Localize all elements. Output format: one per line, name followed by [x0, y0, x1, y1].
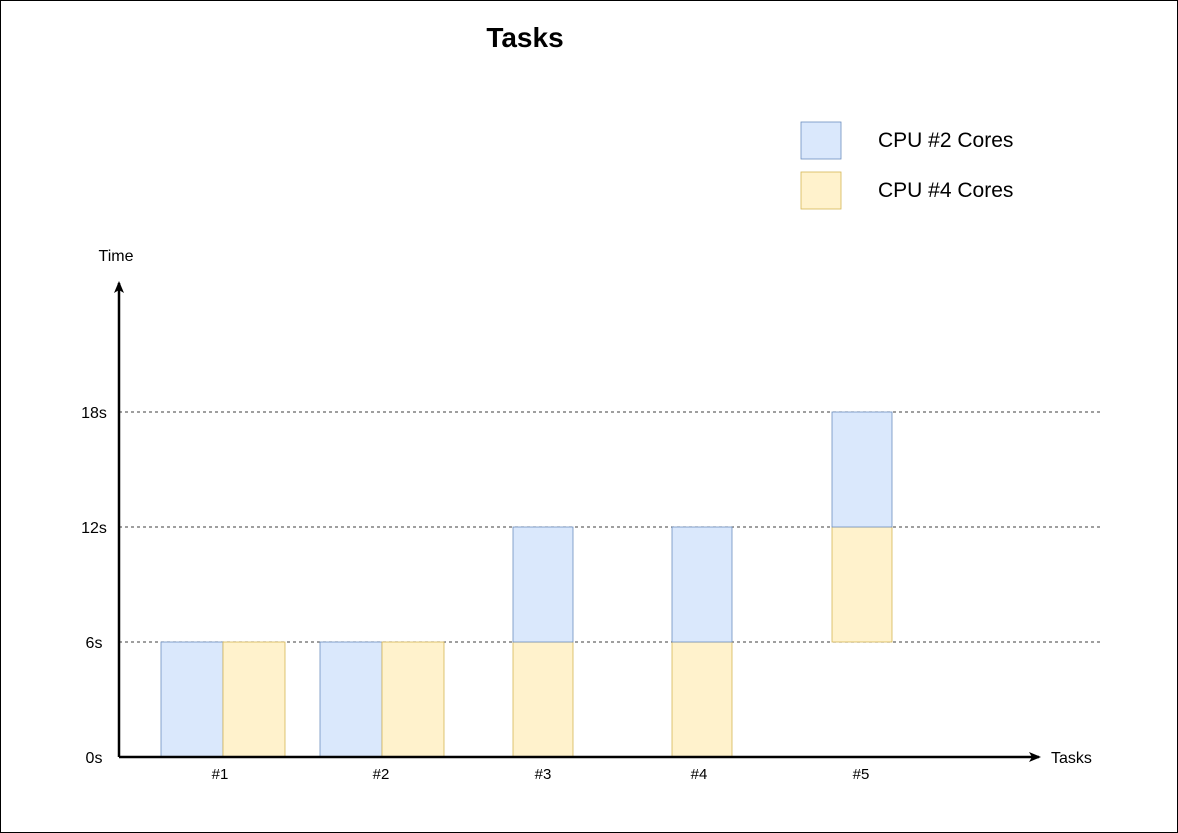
bar-task-3-cpu-4-cores [512, 641, 574, 758]
x-tick-task-5: #5 [853, 766, 870, 783]
chart-title: Tasks [486, 22, 563, 53]
legend-label-cpu-4-cores: CPU #4 Cores [878, 179, 1013, 202]
y-tick-0s: 0s [86, 750, 103, 767]
bar-task-4-cpu-2-cores [671, 526, 733, 643]
bar-task-3-cpu-2-cores [512, 526, 574, 643]
x-tick-task-2: #2 [373, 766, 390, 783]
bar-task-4-cpu-4-cores [671, 641, 733, 758]
y-tick-12s: 12s [81, 520, 107, 537]
x-tick-task-3: #3 [535, 766, 552, 783]
y-tick-6s: 6s [86, 635, 103, 652]
bar-task-5-cpu-2-cores [831, 411, 893, 528]
x-tick-task-1: #1 [212, 766, 229, 783]
bars [160, 411, 893, 758]
legend-swatch-cpu-2-cores [800, 121, 842, 160]
legend-swatch-cpu-4-cores [800, 171, 842, 210]
x-tick-labels: #1 #2 #3 #4 #5 [212, 766, 870, 783]
bar-task-1-cpu-4-cores [222, 641, 286, 758]
y-tick-labels: 0s 6s 12s 18s [81, 405, 107, 767]
legend: CPU #2 Cores CPU #4 Cores [800, 121, 1013, 210]
bar-task-2-cpu-2-cores [319, 641, 383, 758]
x-tick-task-4: #4 [691, 766, 708, 783]
y-tick-18s: 18s [81, 405, 107, 422]
bar-task-1-cpu-2-cores [160, 641, 224, 758]
x-axis-title: Tasks [1051, 750, 1092, 767]
y-axis-title: Time [99, 248, 134, 265]
gridlines [119, 411, 1101, 643]
bar-task-2-cpu-4-cores [381, 641, 445, 758]
bar-task-5-cpu-4-cores [831, 526, 893, 643]
legend-label-cpu-2-cores: CPU #2 Cores [878, 129, 1013, 152]
